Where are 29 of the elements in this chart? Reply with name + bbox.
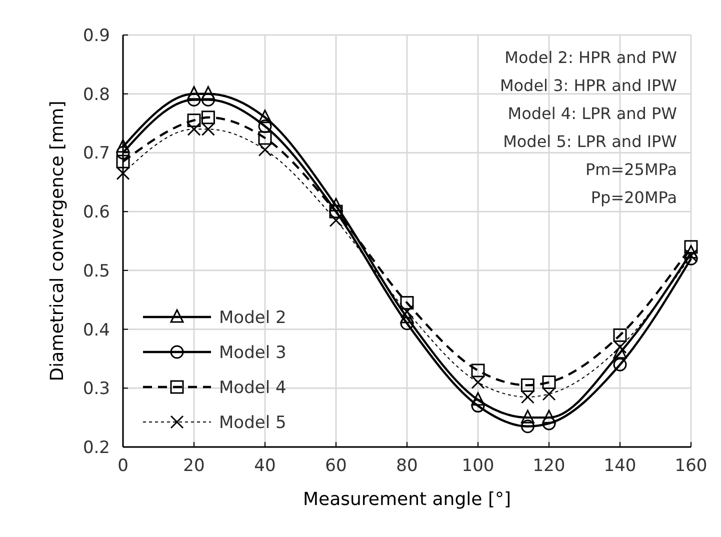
legend-label: Model 2	[219, 308, 286, 328]
y-tick-label: 0.8	[82, 84, 110, 105]
y-tick-label: 0.6	[82, 202, 110, 223]
x-tick-label: 80	[396, 456, 418, 476]
y-tick-label: 0.5	[82, 261, 110, 282]
x-tick-label: 160	[674, 456, 708, 476]
y-tick-label: 0.3	[82, 379, 110, 400]
y-tick-label: 0.9	[82, 26, 110, 46]
annotation: Model 4: LPR and PW	[508, 104, 678, 123]
annotation: Pm=25MPa	[585, 160, 677, 179]
y-axis-title: Diametrical convergence [mm]	[47, 100, 68, 382]
y-tick-label: 0.4	[82, 320, 110, 340]
annotation: Model 2: HPR and PW	[504, 48, 678, 67]
annotation: Model 3: HPR and IPW	[500, 76, 678, 95]
x-tick-label: 20	[183, 456, 205, 476]
x-tick-label: 60	[325, 456, 347, 476]
annotation: Pp=20MPa	[590, 188, 677, 207]
x-tick-label: 40	[254, 456, 276, 476]
legend-label: Model 3	[219, 343, 286, 363]
x-tick-label: 100	[462, 456, 494, 476]
y-tick-label: 0.2	[82, 438, 110, 458]
x-tick-label: 140	[604, 456, 636, 476]
legend-label: Model 5	[219, 413, 286, 433]
x-tick-label: 0	[118, 456, 128, 476]
legend-label: Model 4	[219, 378, 286, 398]
y-tick-label: 0.7	[82, 144, 110, 164]
x-axis-title: Measurement angle [°]	[302, 489, 512, 510]
annotation: Model 5: LPR and IPW	[503, 132, 678, 151]
x-tick-label: 120	[532, 456, 566, 476]
